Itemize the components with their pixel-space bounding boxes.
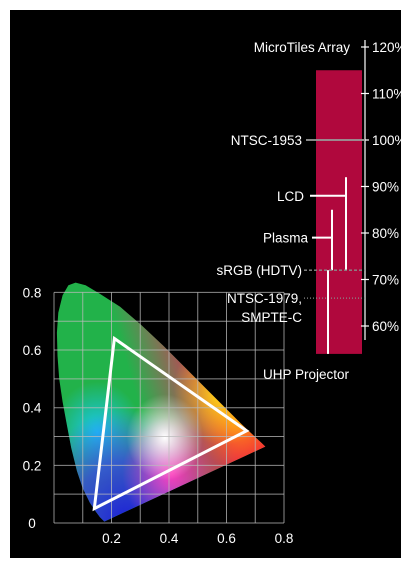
gamut-triangle	[92, 335, 250, 512]
gamut-tick-label: 60%	[372, 319, 399, 334]
cie-y-tick-label: 0.2	[23, 458, 42, 473]
label-plasma: Plasma	[263, 231, 309, 246]
gamut-bar	[316, 70, 362, 354]
cie-y-tick-labels: 0 0.2 0.4 0.6 0.8	[23, 285, 42, 531]
cie-x-tick-label: 0.2	[102, 531, 121, 546]
gamut-tick-label: 80%	[372, 226, 399, 241]
gamut-axis	[361, 40, 369, 340]
cie-x-tick-label: 0.6	[217, 531, 236, 546]
label-ntsc-1953: NTSC-1953	[231, 133, 302, 148]
label-microtiles-array: MicroTiles Array	[254, 40, 351, 55]
gamut-scale: 60% 70% 80% 90% 100% 110% 120% MicroTiles Arra…	[217, 40, 402, 382]
gamut-tick-label: 110%	[372, 87, 401, 102]
gamut-tick-label: 100%	[372, 133, 401, 148]
label-srgb-hdtv: sRGB (HDTV)	[217, 263, 303, 278]
chart-panel: 0.2 0.4 0.6 0.8 0 0.2 0.4 0.6 0.8 60% 70% 80% 90% 1…	[10, 10, 401, 558]
cie-x-tick-label: 0.8	[275, 531, 294, 546]
gamut-tick-label: 90%	[372, 180, 399, 195]
chart-svg: 0.2 0.4 0.6 0.8 0 0.2 0.4 0.6 0.8 60% 70% 80% 90% 1…	[23, 40, 402, 546]
gamut-tick-label: 70%	[372, 273, 399, 288]
label-smpte-c: SMPTE-C	[241, 310, 302, 325]
cie-horseshoe	[56, 282, 266, 522]
cie-x-tick-labels: 0.2 0.4 0.6 0.8	[102, 531, 293, 546]
label-uhp-projector: UHP Projector	[263, 367, 350, 382]
cie-fill-white	[56, 282, 266, 522]
cie-y-tick-label: 0.8	[23, 285, 42, 300]
cie-y-tick-label: 0.4	[23, 401, 42, 416]
cie-y-tick-label: 0.6	[23, 343, 42, 358]
cie-y-tick-label: 0	[28, 516, 36, 531]
gamut-tick-label: 120%	[372, 40, 401, 55]
gamut-annotations: MicroTiles Array NTSC-1953 LCD Plasma sRGB (…	[217, 40, 365, 382]
cie-x-tick-label: 0.4	[160, 531, 179, 546]
label-lcd: LCD	[277, 189, 304, 204]
cie-color-fill	[56, 282, 266, 522]
label-ntsc-1979: NTSC-1979,	[227, 291, 302, 306]
gamut-tick-labels: 60% 70% 80% 90% 100% 110% 120%	[372, 40, 401, 334]
